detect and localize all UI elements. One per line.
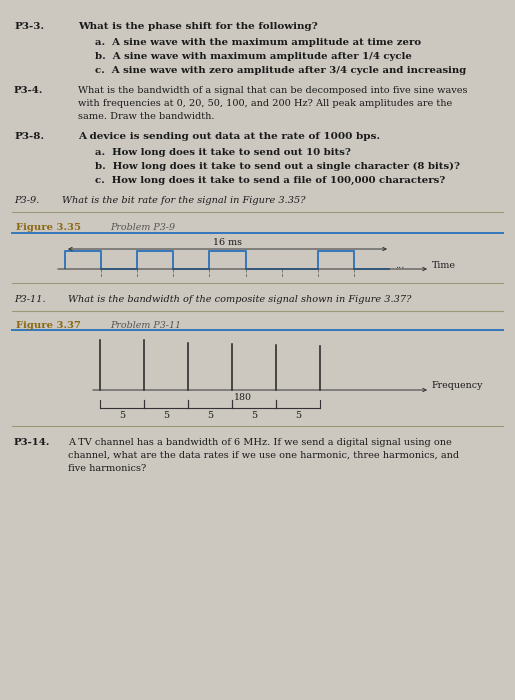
- Text: P3-14.: P3-14.: [14, 438, 50, 447]
- Text: P3-4.: P3-4.: [14, 86, 43, 95]
- Text: 5: 5: [163, 411, 169, 420]
- Text: P3-9.: P3-9.: [14, 196, 39, 205]
- Text: b.  How long does it take to send out a single character (8 bits)?: b. How long does it take to send out a s…: [95, 162, 460, 171]
- Text: Figure 3.35: Figure 3.35: [16, 223, 81, 232]
- Text: 5: 5: [207, 411, 213, 420]
- Text: 5: 5: [251, 411, 257, 420]
- Text: What is the bandwidth of the composite signal shown in Figure 3.37?: What is the bandwidth of the composite s…: [68, 295, 411, 304]
- Text: 5: 5: [119, 411, 125, 420]
- Text: five harmonics?: five harmonics?: [68, 464, 146, 473]
- Text: A TV channel has a bandwidth of 6 MHz. If we send a digital signal using one: A TV channel has a bandwidth of 6 MHz. I…: [68, 438, 452, 447]
- Text: A device is sending out data at the rate of 1000 bps.: A device is sending out data at the rate…: [78, 132, 380, 141]
- Text: Problem P3-11: Problem P3-11: [110, 321, 181, 330]
- Text: 180: 180: [234, 393, 252, 402]
- Text: b.  A sine wave with maximum amplitude after 1/4 cycle: b. A sine wave with maximum amplitude af…: [95, 52, 412, 61]
- Text: P3-8.: P3-8.: [14, 132, 44, 141]
- Text: Problem P3-9: Problem P3-9: [110, 223, 175, 232]
- Text: 5: 5: [295, 411, 301, 420]
- Text: What is the bandwidth of a signal that can be decomposed into five sine waves: What is the bandwidth of a signal that c…: [78, 86, 468, 95]
- Text: Figure 3.37: Figure 3.37: [16, 321, 81, 330]
- Text: same. Draw the bandwidth.: same. Draw the bandwidth.: [78, 112, 215, 121]
- Text: c.  How long does it take to send a file of 100,000 characters?: c. How long does it take to send a file …: [95, 176, 445, 185]
- Text: Frequency: Frequency: [432, 382, 484, 391]
- Text: P3-3.: P3-3.: [14, 22, 44, 31]
- Text: What is the bit rate for the signal in Figure 3.35?: What is the bit rate for the signal in F…: [62, 196, 305, 205]
- Text: channel, what are the data rates if we use one harmonic, three harmonics, and: channel, what are the data rates if we u…: [68, 451, 459, 460]
- Text: 16 ms: 16 ms: [213, 238, 242, 247]
- Text: a.  A sine wave with the maximum amplitude at time zero: a. A sine wave with the maximum amplitud…: [95, 38, 421, 47]
- Text: What is the phase shift for the following?: What is the phase shift for the followin…: [78, 22, 318, 31]
- Text: c.  A sine wave with zero amplitude after 3/4 cycle and increasing: c. A sine wave with zero amplitude after…: [95, 66, 466, 75]
- Text: P3-11.: P3-11.: [14, 295, 46, 304]
- Text: ...: ...: [395, 261, 404, 270]
- Text: Time: Time: [432, 260, 456, 270]
- Text: with frequencies at 0, 20, 50, 100, and 200 Hz? All peak amplitudes are the: with frequencies at 0, 20, 50, 100, and …: [78, 99, 452, 108]
- Text: a.  How long does it take to send out 10 bits?: a. How long does it take to send out 10 …: [95, 148, 351, 157]
